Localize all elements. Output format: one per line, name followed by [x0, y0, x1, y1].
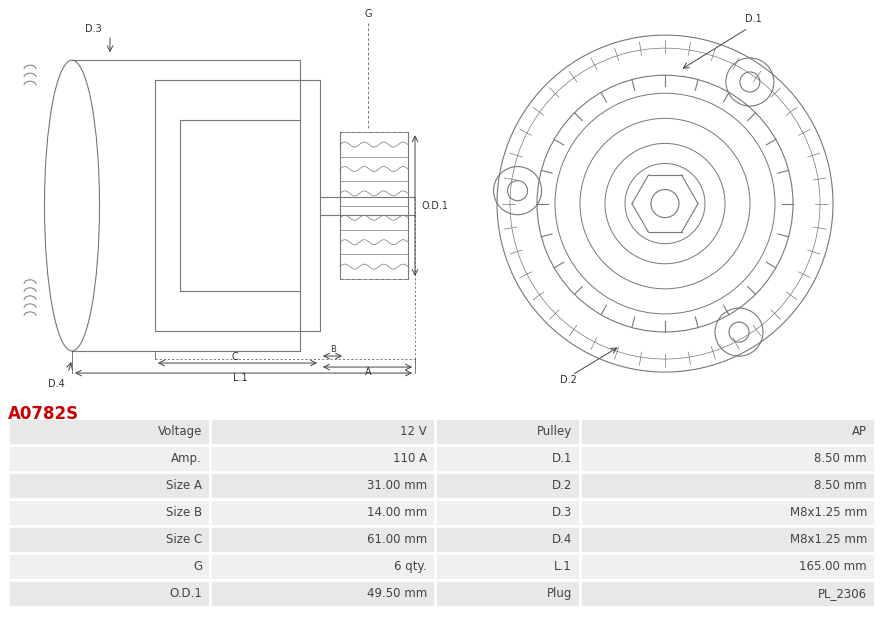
Text: B: B — [330, 345, 336, 354]
Bar — [210, 418, 435, 445]
Bar — [8, 472, 210, 499]
Text: G: G — [193, 560, 202, 573]
Bar — [8, 526, 210, 553]
Text: Amp.: Amp. — [172, 452, 202, 465]
Text: 6 qty.: 6 qty. — [395, 560, 427, 573]
Text: D.1: D.1 — [552, 452, 572, 465]
Bar — [435, 445, 580, 472]
Text: D.4: D.4 — [48, 379, 65, 389]
Bar — [580, 418, 875, 445]
Bar — [580, 553, 875, 580]
Text: A: A — [364, 367, 372, 377]
Bar — [210, 580, 435, 607]
Bar — [435, 526, 580, 553]
Bar — [435, 472, 580, 499]
Text: Size C: Size C — [165, 533, 202, 546]
Text: A0782S: A0782S — [8, 405, 79, 423]
Text: Pulley: Pulley — [537, 425, 572, 438]
Bar — [210, 472, 435, 499]
Text: Size B: Size B — [166, 506, 202, 519]
Text: D.1: D.1 — [745, 14, 762, 24]
Bar — [210, 526, 435, 553]
Text: D.4: D.4 — [552, 533, 572, 546]
Text: 12 V: 12 V — [400, 425, 427, 438]
Bar — [435, 499, 580, 526]
Text: 14.00 mm: 14.00 mm — [367, 506, 427, 519]
Text: C: C — [232, 352, 238, 362]
Text: Voltage: Voltage — [157, 425, 202, 438]
Text: Size A: Size A — [166, 479, 202, 492]
Bar — [435, 418, 580, 445]
Bar — [435, 580, 580, 607]
Text: 49.50 mm: 49.50 mm — [367, 587, 427, 600]
Bar — [210, 553, 435, 580]
Text: 61.00 mm: 61.00 mm — [367, 533, 427, 546]
Bar — [8, 553, 210, 580]
Text: 8.50 mm: 8.50 mm — [814, 479, 867, 492]
Bar — [580, 526, 875, 553]
Text: L.1: L.1 — [554, 560, 572, 573]
Bar — [580, 445, 875, 472]
Text: D.2: D.2 — [560, 375, 577, 385]
Text: 165.00 mm: 165.00 mm — [799, 560, 867, 573]
Bar — [580, 580, 875, 607]
Text: M8x1.25 mm: M8x1.25 mm — [789, 533, 867, 546]
Text: D.3: D.3 — [85, 24, 101, 34]
Text: D.2: D.2 — [552, 479, 572, 492]
Bar — [580, 472, 875, 499]
Bar — [8, 499, 210, 526]
Text: PL_2306: PL_2306 — [818, 587, 867, 600]
Bar — [8, 445, 210, 472]
Text: Plug: Plug — [547, 587, 572, 600]
Bar — [8, 580, 210, 607]
Bar — [210, 499, 435, 526]
Bar — [580, 499, 875, 526]
Bar — [8, 418, 210, 445]
Text: M8x1.25 mm: M8x1.25 mm — [789, 506, 867, 519]
Text: AP: AP — [852, 425, 867, 438]
Text: 110 A: 110 A — [393, 452, 427, 465]
Text: O.D.1: O.D.1 — [169, 587, 202, 600]
Text: O.D.1: O.D.1 — [422, 201, 449, 211]
Text: 31.00 mm: 31.00 mm — [367, 479, 427, 492]
Text: G: G — [364, 9, 372, 19]
Text: 8.50 mm: 8.50 mm — [814, 452, 867, 465]
Bar — [210, 445, 435, 472]
Bar — [435, 553, 580, 580]
Text: D.3: D.3 — [552, 506, 572, 519]
Text: L.1: L.1 — [233, 373, 247, 383]
